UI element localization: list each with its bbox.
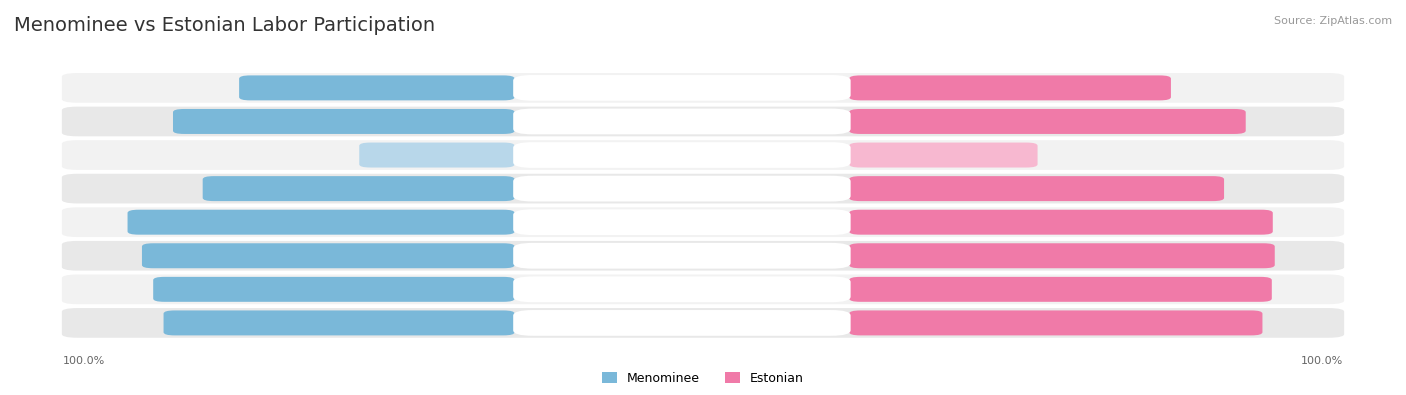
Text: 100.0%: 100.0% <box>63 356 105 365</box>
Text: 68.7%: 68.7% <box>215 184 254 194</box>
Text: 75.6%: 75.6% <box>1173 184 1212 194</box>
Text: In Labor Force | Age > 16: In Labor Force | Age > 16 <box>612 83 752 93</box>
Text: 64.8%: 64.8% <box>1119 83 1159 93</box>
Text: 75.3%: 75.3% <box>186 117 224 126</box>
Text: In Labor Force | Age 35-44: In Labor Force | Age 35-44 <box>609 284 755 295</box>
Text: In Labor Force | Age 20-24: In Labor Force | Age 20-24 <box>609 183 755 194</box>
Text: 100.0%: 100.0% <box>1301 356 1343 365</box>
Text: Source: ZipAtlas.com: Source: ZipAtlas.com <box>1274 16 1392 26</box>
Text: 85.4%: 85.4% <box>141 217 179 227</box>
Text: 85.3%: 85.3% <box>1220 284 1260 294</box>
Legend: Menominee, Estonian: Menominee, Estonian <box>602 372 804 385</box>
Text: In Labor Force | Age 45-54: In Labor Force | Age 45-54 <box>609 318 755 328</box>
Text: In Labor Force | Age 16-19: In Labor Force | Age 16-19 <box>609 150 755 160</box>
Text: 83.4%: 83.4% <box>1211 318 1250 328</box>
Text: 85.9%: 85.9% <box>1223 251 1263 261</box>
Text: In Labor Force | Age 20-64: In Labor Force | Age 20-64 <box>609 116 755 127</box>
Text: 82.2%: 82.2% <box>155 251 193 261</box>
Text: 37.7%: 37.7% <box>987 150 1025 160</box>
Text: 79.7%: 79.7% <box>166 284 205 294</box>
Text: 60.6%: 60.6% <box>252 83 291 93</box>
Text: 77.4%: 77.4% <box>176 318 215 328</box>
Text: In Labor Force | Age 25-29: In Labor Force | Age 25-29 <box>609 217 755 228</box>
Text: 80.0%: 80.0% <box>1195 117 1233 126</box>
Text: 85.5%: 85.5% <box>1222 217 1260 227</box>
Text: 33.9%: 33.9% <box>373 150 411 160</box>
Text: Menominee vs Estonian Labor Participation: Menominee vs Estonian Labor Participatio… <box>14 16 436 35</box>
Text: In Labor Force | Age 30-34: In Labor Force | Age 30-34 <box>609 250 755 261</box>
